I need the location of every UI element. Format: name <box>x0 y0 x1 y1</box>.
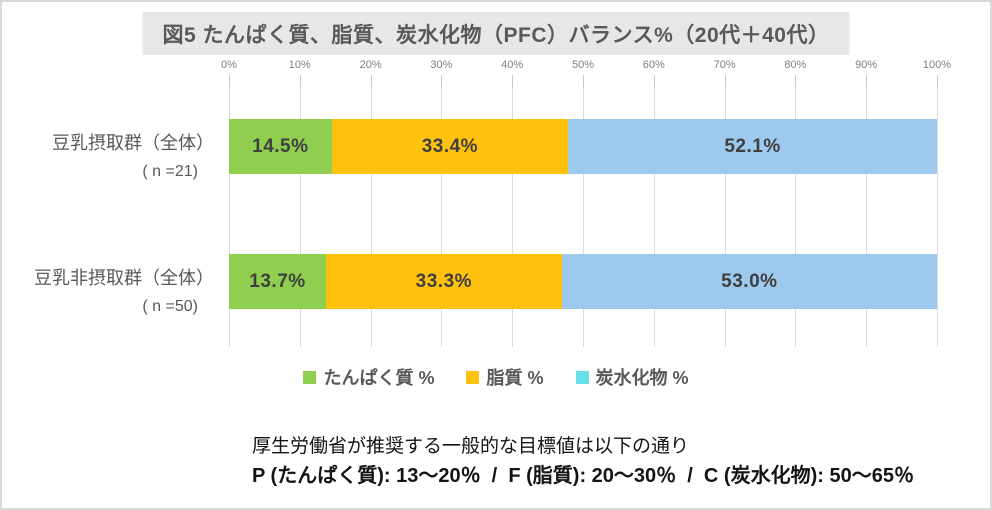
axis-tick-label: 70% <box>713 59 736 71</box>
axis-tick-mark <box>795 75 797 87</box>
legend: たんぱく質 % 脂質 % 炭水化物 % <box>2 363 990 391</box>
gridline <box>653 87 655 347</box>
bars: 14.5% 33.4% 52.1% 13.7% 33.3% 53.0% <box>229 87 937 347</box>
legend-item: 炭水化物 % <box>575 364 689 390</box>
legend-label: 脂質 % <box>486 368 544 388</box>
category-name: 豆乳摂取群（全体） <box>52 133 214 153</box>
legend-item: たんぱく質 % <box>303 364 434 390</box>
axis-tick-mark <box>937 75 938 87</box>
x-axis: 0% 10% 20% 30% 40% 50% 60% 70% 80% 90% 100% <box>221 59 951 87</box>
axis-tick-mark <box>583 75 584 87</box>
bar-segment: 53.0% <box>561 254 937 309</box>
axis-tick-mark <box>370 75 372 87</box>
gridline <box>299 87 301 347</box>
axis-tick-label: 100% <box>922 59 952 71</box>
axis-tick-label: 20% <box>359 59 382 71</box>
bar-segment: 13.7% <box>229 254 326 309</box>
bar-segment: 52.1% <box>568 119 937 174</box>
bar-value-label: 52.1% <box>724 135 781 157</box>
axis-tick-label: 50% <box>571 59 595 71</box>
axis-tick-mark <box>512 75 514 87</box>
gridline <box>866 87 868 347</box>
gridline <box>795 87 797 347</box>
bar-value-label: 33.4% <box>421 135 479 157</box>
category-label: 豆乳摂取群（全体） ( n =21) <box>10 129 214 186</box>
gridline <box>370 87 372 347</box>
gridline <box>583 87 584 347</box>
bar-value-label: 33.3% <box>415 270 473 292</box>
gridline <box>724 87 726 347</box>
axis-tick-mark <box>866 75 868 87</box>
axis-tick-mark <box>299 75 301 87</box>
bar-value-label: 13.7% <box>249 270 306 292</box>
gridline <box>229 87 230 347</box>
category-sample-size: ( n =21) <box>142 163 198 180</box>
axis-tick-label: 60% <box>642 59 665 71</box>
bar-segment: 33.3% <box>325 254 562 309</box>
axis-tick-label: 0% <box>221 59 237 71</box>
footnote: 厚生労働省が推奨する一般的な目標値は以下の通り P (たんぱく質): 13～20… <box>252 433 914 491</box>
bar-value-label: 14.5% <box>252 135 309 157</box>
legend-swatch <box>466 370 480 384</box>
legend-label: 炭水化物 % <box>595 368 689 388</box>
axis-tick-label: 30% <box>430 59 453 71</box>
gridline <box>937 87 938 347</box>
category-name: 豆乳非摂取群（全体） <box>34 268 214 288</box>
gridline <box>441 87 443 347</box>
axis-tick-mark <box>653 75 655 87</box>
axis-tick-label: 80% <box>784 59 807 71</box>
bar-row: 13.7% 33.3% 53.0% <box>229 254 937 309</box>
axis-tick-label: 40% <box>501 59 524 71</box>
plot-area: 14.5% 33.4% 52.1% 13.7% 33.3% 53.0% <box>229 87 938 347</box>
footnote-line2: P (たんぱく質): 13～20％ / F (脂質): 20～30％ / C (… <box>252 465 914 487</box>
bar-segment: 14.5% <box>229 119 332 174</box>
legend-swatch <box>575 370 589 384</box>
bar-value-label: 53.0% <box>721 270 778 292</box>
legend-item: 脂質 % <box>466 364 544 390</box>
footnote-line1: 厚生労働省が推奨する一般的な目標値は以下の通り <box>252 436 690 457</box>
legend-label: たんぱく質 % <box>323 368 435 388</box>
legend-swatch <box>303 370 317 384</box>
axis-tick-label: 90% <box>855 59 878 71</box>
category-sample-size: ( n =50) <box>142 298 198 315</box>
category-labels: 豆乳摂取群（全体） ( n =21) 豆乳非摂取群（全体） ( n =50) <box>2 2 229 508</box>
axis-tick-mark <box>441 75 443 87</box>
axis-tick-mark <box>229 75 230 87</box>
bar-row: 14.5% 33.4% 52.1% <box>229 119 937 174</box>
gridline <box>512 87 514 347</box>
axis-tick-mark <box>724 75 726 87</box>
chart-title: 図5 たんぱく質、脂質、炭水化物（PFC）バランス%（20代＋40代） <box>142 12 850 55</box>
axis-tick-label: 10% <box>288 59 311 71</box>
bar-segment: 33.4% <box>331 119 569 174</box>
category-label: 豆乳非摂取群（全体） ( n =50) <box>10 264 214 321</box>
